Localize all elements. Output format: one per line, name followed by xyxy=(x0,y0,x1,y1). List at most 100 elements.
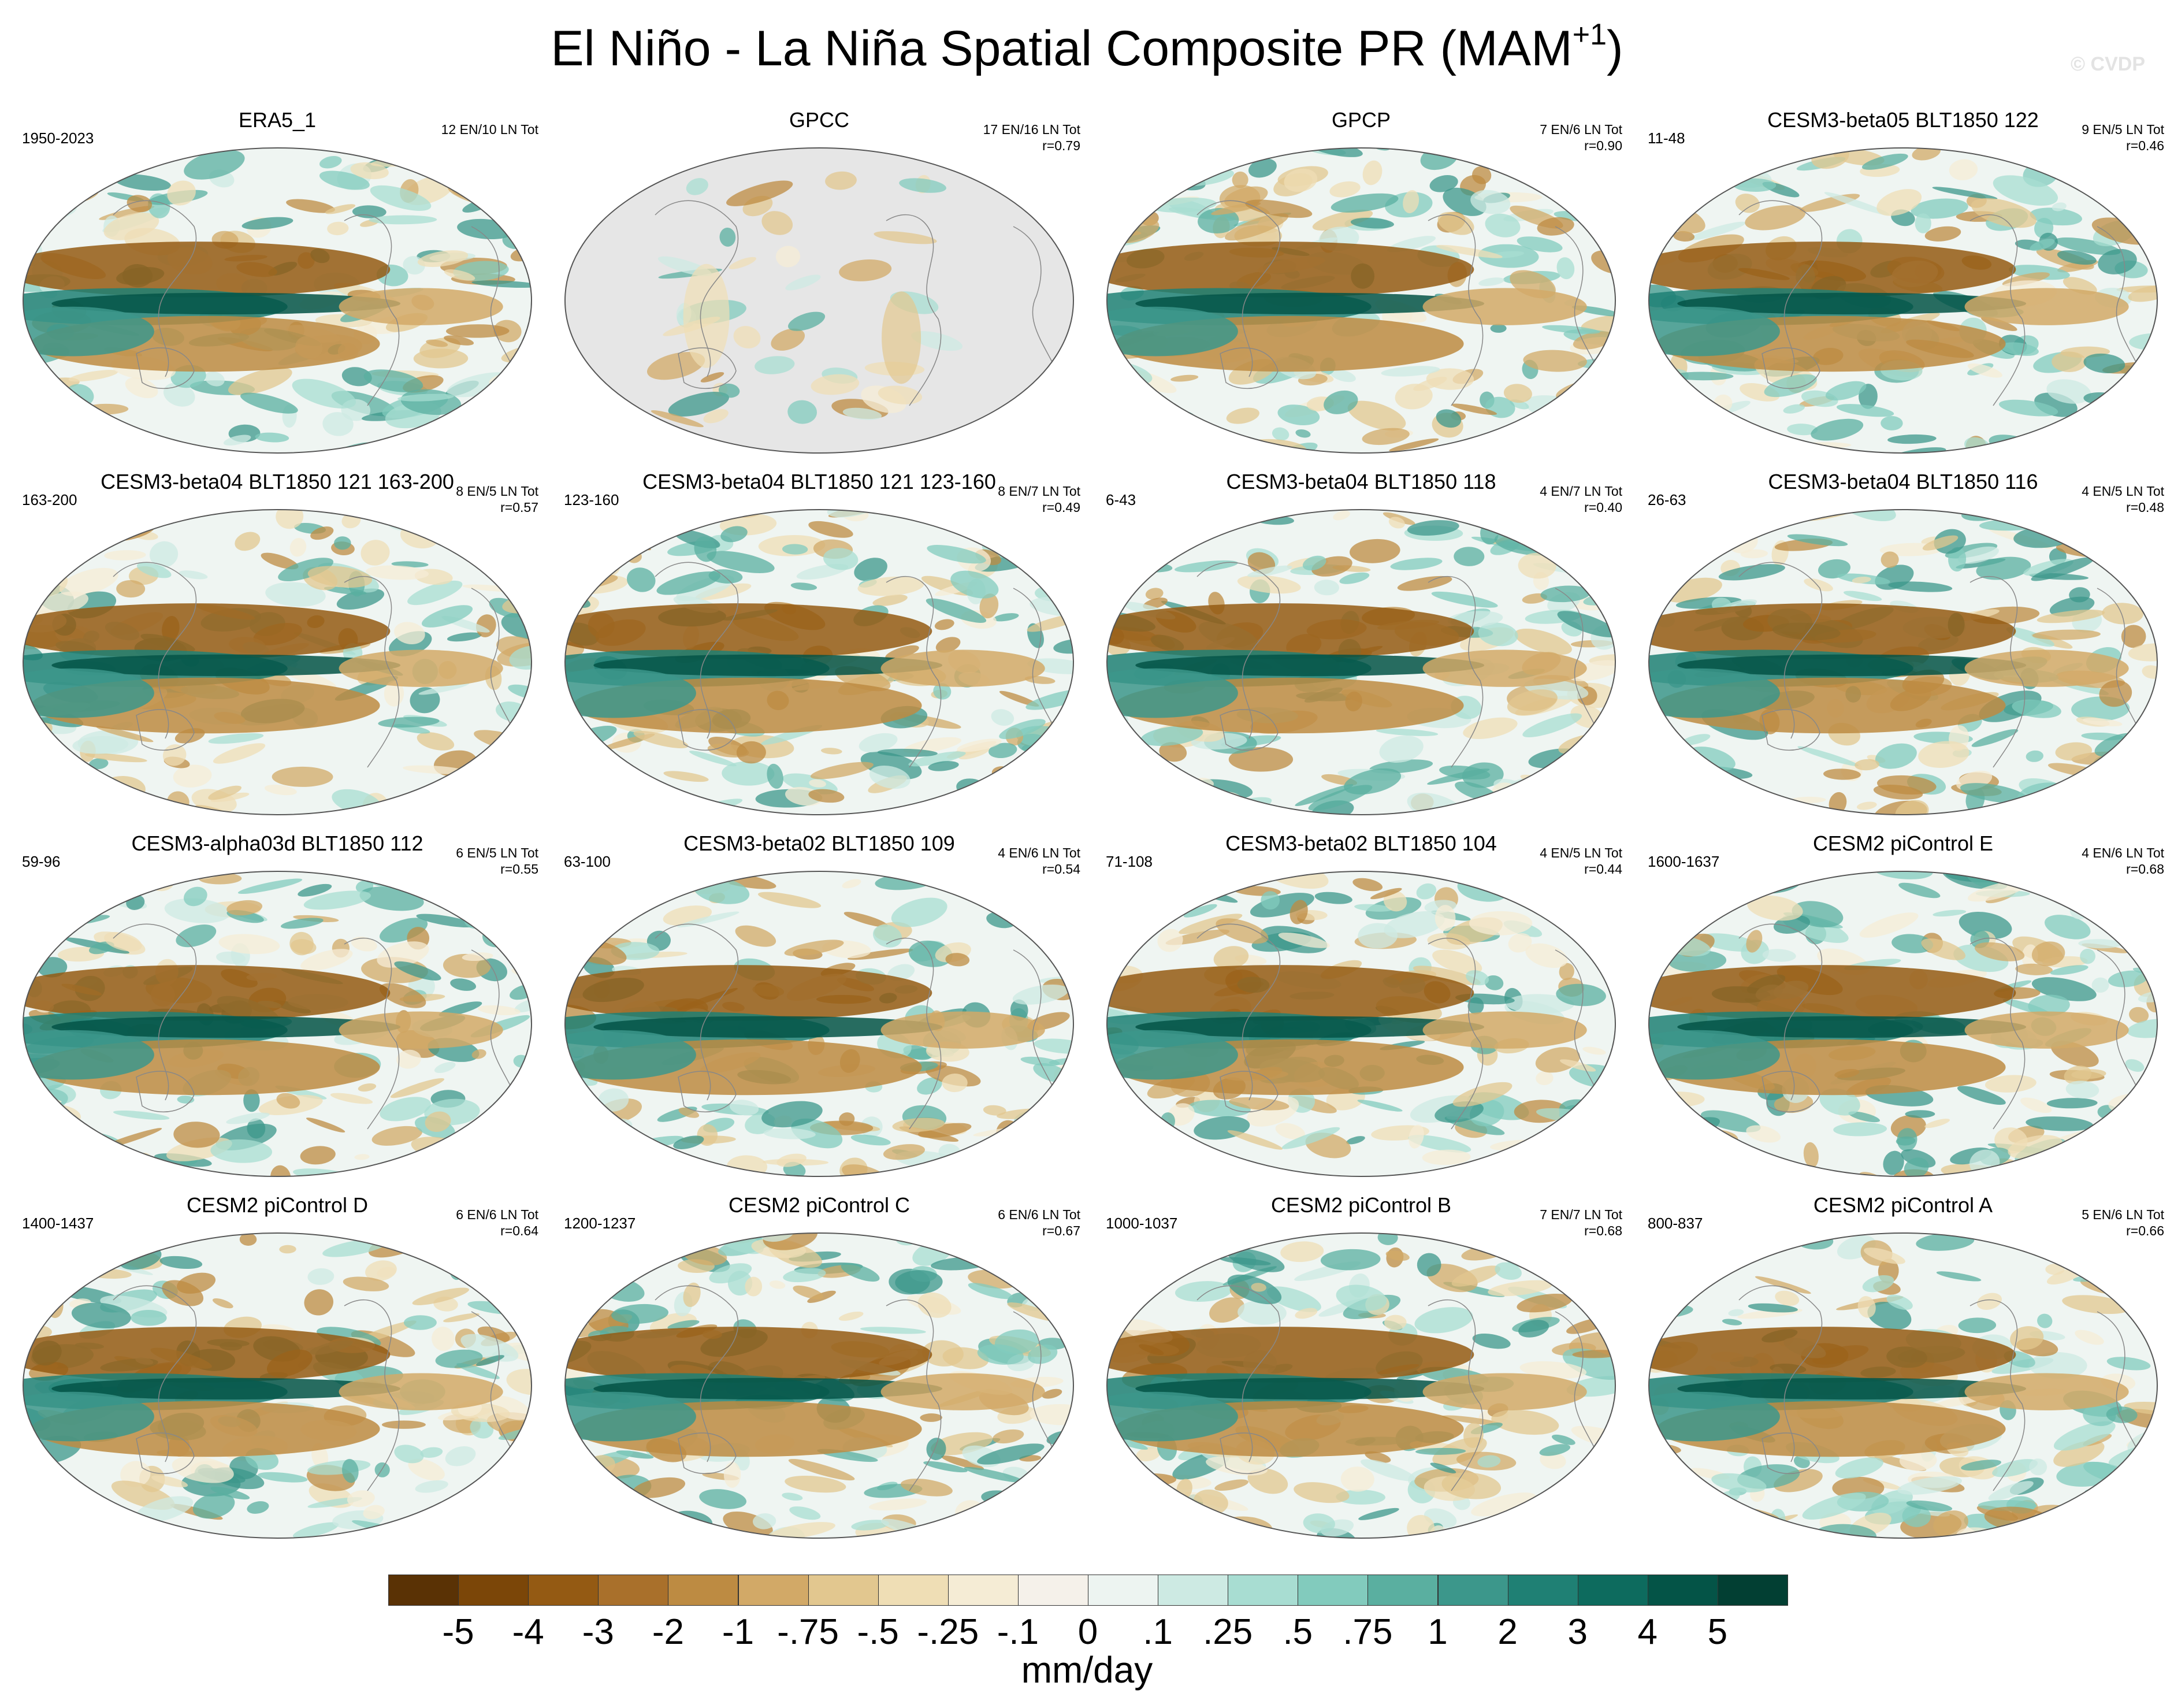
panel-title: CESM3-beta04 BLT1850 121 163-200 xyxy=(101,470,454,493)
panel-stats: 17 EN/16 LN Tot r=0.79 xyxy=(983,121,1080,154)
colorbar-box xyxy=(738,1575,809,1606)
map-border xyxy=(1648,509,2158,815)
panel-title: CESM3-beta04 BLT1850 121 123-160 xyxy=(642,470,996,493)
colorbar-box xyxy=(1507,1575,1578,1606)
panel-correlation: r=0.57 xyxy=(500,500,538,515)
global-map xyxy=(564,871,1074,1177)
panel-title: CESM2 piControl B xyxy=(1270,1193,1452,1217)
coastlines xyxy=(655,562,1054,768)
map-panel: GPCP 7 EN/6 LN Tot r=0.90 xyxy=(1095,104,1627,462)
global-map xyxy=(1648,871,2158,1177)
coastlines xyxy=(655,1285,1054,1491)
panel-stats: 4 EN/7 LN Tot r=0.40 xyxy=(1540,483,1622,515)
panel-correlation: r=0.90 xyxy=(1584,138,1622,153)
colorbar-tick-label: 0 xyxy=(1077,1612,1098,1652)
panel-stats: 8 EN/5 LN Tot r=0.57 xyxy=(456,483,538,515)
panel-counts: 17 EN/16 LN Tot xyxy=(983,122,1080,137)
panel-years: 163-200 xyxy=(22,491,77,508)
colorbar-box xyxy=(947,1575,1019,1606)
global-map xyxy=(564,509,1074,815)
coastlines xyxy=(1738,562,2138,768)
panel-counts: 8 EN/5 LN Tot xyxy=(456,484,538,499)
panel-counts: 9 EN/5 LN Tot xyxy=(2082,122,2164,137)
colorbar-tick-label: 4 xyxy=(1637,1612,1658,1652)
colorbar-box xyxy=(1017,1575,1088,1606)
anomaly-field xyxy=(1107,871,1615,1176)
panel-stats: 4 EN/6 LN Tot r=0.68 xyxy=(2082,845,2164,877)
panel-correlation: r=0.55 xyxy=(500,862,538,877)
coastlines xyxy=(113,200,512,406)
coastlines xyxy=(1738,200,2138,406)
panel-title: CESM3-beta05 BLT1850 122 xyxy=(1767,108,2039,132)
colorbar-box xyxy=(808,1575,879,1606)
figure-title-superscript: +1 xyxy=(1572,18,1607,51)
panel-counts: 4 EN/7 LN Tot xyxy=(1540,484,1622,499)
panel-correlation: r=0.48 xyxy=(2126,500,2164,515)
anomaly-field xyxy=(565,148,1073,453)
colorbar-box xyxy=(1088,1575,1159,1606)
global-map xyxy=(23,509,532,815)
map-panel: GPCC 17 EN/16 LN Tot r=0.79 xyxy=(553,104,1085,462)
coastlines xyxy=(113,923,512,1130)
colorbar-box xyxy=(528,1575,599,1606)
colorbar-tick-label: -.1 xyxy=(997,1612,1039,1652)
colorbar-tick-label: .75 xyxy=(1343,1612,1393,1652)
panel-counts: 12 EN/10 LN Tot xyxy=(441,122,538,137)
coastlines xyxy=(1196,1285,1596,1491)
panel-correlation: r=0.49 xyxy=(1042,500,1080,515)
colorbar-box xyxy=(1647,1575,1718,1606)
panel-counts: 7 EN/7 LN Tot xyxy=(1540,1207,1622,1222)
panel-title: GPCP xyxy=(1331,108,1391,132)
panel-correlation: r=0.46 xyxy=(2126,138,2164,153)
global-map xyxy=(564,147,1074,454)
panel-years: 63-100 xyxy=(564,853,611,870)
panel-years: 1200-1237 xyxy=(564,1215,636,1232)
panel-counts: 6 EN/6 LN Tot xyxy=(998,1207,1080,1222)
map-border xyxy=(564,147,1074,454)
colorbar-box xyxy=(668,1575,739,1606)
colorbar-tick-label: -.5 xyxy=(857,1612,899,1652)
colorbar-box xyxy=(1577,1575,1648,1606)
panel-counts: 4 EN/5 LN Tot xyxy=(2082,484,2164,499)
map-panel: CESM3-beta02 BLT1850 104 71-108 4 EN/5 LN … xyxy=(1095,827,1627,1186)
coastlines xyxy=(655,200,1054,406)
panel-stats: 9 EN/5 LN Tot r=0.46 xyxy=(2082,121,2164,154)
panel-title: CESM3-beta02 BLT1850 109 xyxy=(683,831,955,855)
map-panel: CESM3-beta02 BLT1850 109 63-100 4 EN/6 LN … xyxy=(553,827,1085,1186)
panel-years: 1600-1637 xyxy=(1648,853,1720,870)
panel-title: GPCC xyxy=(789,108,849,132)
panel-years: 11-48 xyxy=(1648,129,1685,147)
coastlines xyxy=(1196,923,1596,1130)
colorbar-tick-label: -.25 xyxy=(917,1612,979,1652)
panel-years: 59-96 xyxy=(22,853,61,870)
colorbar-tick-label: -2 xyxy=(652,1612,684,1652)
coastlines xyxy=(1738,923,2138,1130)
anomaly-field xyxy=(23,148,532,453)
anomaly-field xyxy=(1107,510,1615,815)
map-border xyxy=(1106,509,1616,815)
panel-title: ERA5_1 xyxy=(238,108,317,132)
panel-stats: 5 EN/6 LN Tot r=0.66 xyxy=(2082,1206,2164,1239)
panel-counts: 4 EN/6 LN Tot xyxy=(2082,845,2164,860)
colorbar-tick-label: -.75 xyxy=(777,1612,839,1652)
global-map xyxy=(1106,1232,1616,1539)
colorbar-box xyxy=(458,1575,529,1606)
anomaly-field xyxy=(1649,1233,2157,1538)
panel-years: 1400-1437 xyxy=(22,1215,94,1232)
panel-stats: 4 EN/5 LN Tot r=0.44 xyxy=(1540,845,1622,877)
panel-title: CESM3-beta04 BLT1850 116 xyxy=(1768,470,2038,493)
figure-title: El Niño - La Niña Spatial Composite PR (… xyxy=(0,14,2174,83)
map-panel: CESM2 piControl C 1200-1237 6 EN/6 LN Tot r… xyxy=(553,1189,1085,1547)
panel-correlation: r=0.40 xyxy=(1584,500,1622,515)
panel-counts: 5 EN/6 LN Tot xyxy=(2082,1207,2164,1222)
map-panel: CESM3-beta04 BLT1850 116 26-63 4 EN/5 LN T… xyxy=(1637,466,2169,824)
panel-counts: 6 EN/6 LN Tot xyxy=(456,1207,538,1222)
coastlines xyxy=(113,562,512,768)
panel-stats: 7 EN/7 LN Tot r=0.68 xyxy=(1540,1206,1622,1239)
panel-counts: 8 EN/7 LN Tot xyxy=(998,484,1080,499)
colorbar xyxy=(388,1575,1788,1607)
map-border xyxy=(1648,1232,2158,1539)
panel-title: CESM2 piControl A xyxy=(1813,1193,1993,1217)
panel-stats: 12 EN/10 LN Tot xyxy=(441,121,538,138)
map-border xyxy=(23,509,532,815)
